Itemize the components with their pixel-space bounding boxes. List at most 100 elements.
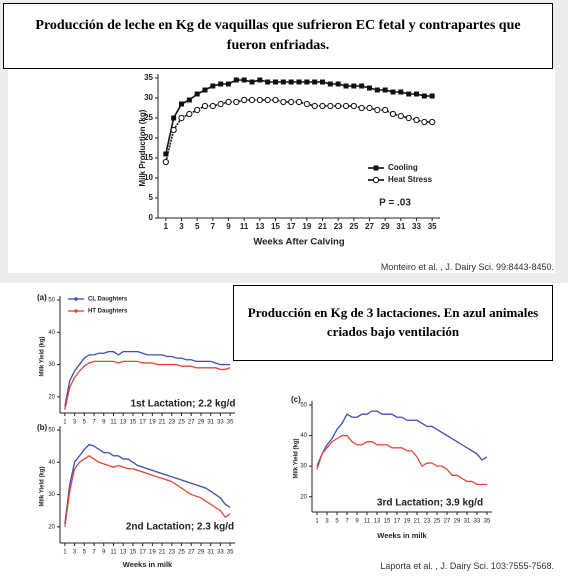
point: [350, 102, 357, 110]
point: [171, 115, 177, 121]
x-tick-label: 29: [198, 420, 205, 426]
x-tick-label: 31: [207, 550, 214, 556]
point: [359, 83, 365, 89]
x-tick-label: 35: [227, 550, 234, 556]
x-tick-label: 19: [404, 519, 411, 525]
point: [295, 98, 303, 106]
point: [273, 79, 278, 85]
point: [256, 96, 263, 104]
x-tick-label: 33: [217, 420, 224, 426]
x-tick-label: 19: [302, 222, 311, 231]
point: [264, 96, 271, 104]
y-axis-label: Milk Yield (kg): [40, 336, 46, 376]
annotation: 1st Lactation; 2.2 kg/d: [130, 399, 235, 410]
point: [374, 106, 381, 114]
x-tick-label: 13: [120, 420, 127, 426]
x-tick-label: 33: [217, 550, 224, 556]
series-line: [316, 410, 488, 467]
y-tick-label: 50: [300, 403, 307, 409]
point: [414, 91, 419, 97]
x-tick-label: 7: [345, 519, 349, 525]
x-tick-label: 13: [255, 222, 264, 231]
y-tick-label: 50: [48, 298, 55, 304]
x-tick-label: 15: [130, 550, 137, 556]
series-line: [64, 351, 231, 407]
x-tick-label: 1: [63, 550, 67, 556]
x-axis-label: Weeks After Calving: [253, 237, 345, 248]
point: [351, 83, 357, 89]
x-tick-label: 29: [381, 222, 390, 231]
title-box: Producción en Kg de 3 lactaciones. En az…: [233, 285, 553, 361]
point: [382, 106, 389, 114]
x-tick-label: 25: [178, 550, 185, 556]
x-tick-label: 3: [179, 222, 184, 231]
point: [303, 100, 310, 108]
x-tick-label: 35: [227, 420, 234, 426]
title-box: Producción de leche en Kg de vaquillas q…: [3, 3, 553, 69]
point: [406, 91, 412, 97]
x-tick-label: 29: [198, 550, 205, 556]
point: [320, 79, 325, 85]
x-tick-label: 31: [207, 420, 214, 426]
legend-marker: [373, 165, 379, 171]
point: [405, 114, 412, 122]
y-tick-label: 40: [48, 330, 55, 336]
x-tick-label: 5: [335, 519, 339, 525]
x-tick-label: 15: [271, 222, 280, 231]
point: [304, 79, 310, 85]
x-tick-label: 23: [168, 550, 175, 556]
series-line: [64, 360, 231, 410]
point: [178, 114, 185, 122]
point: [233, 98, 240, 106]
panel-label: (c): [291, 395, 301, 404]
legend-marker: [74, 297, 78, 301]
legend-label: Cooling: [388, 163, 418, 172]
point: [311, 102, 318, 110]
x-tick-label: 21: [159, 420, 166, 426]
y-tick-label: 25: [144, 113, 153, 122]
x-tick-label: 21: [414, 519, 421, 525]
point: [288, 79, 294, 85]
point: [170, 126, 177, 134]
x-tick-label: 11: [110, 550, 117, 556]
x-tick-label: 23: [424, 519, 431, 525]
series-line: [64, 443, 231, 524]
point: [390, 89, 396, 95]
x-tick-label: 27: [188, 420, 195, 426]
y-tick-label: 30: [48, 492, 55, 498]
panel-label: (b): [37, 423, 48, 432]
point: [421, 118, 428, 126]
y-axis-label: Milk Production (kg): [138, 109, 147, 186]
point: [162, 158, 169, 166]
series-line: [316, 434, 487, 486]
x-tick-label: 1: [315, 519, 319, 525]
legend-label: CL Daughters: [88, 297, 128, 303]
point: [225, 98, 232, 106]
x-tick-label: 17: [139, 420, 146, 426]
y-tick-label: 20: [48, 524, 55, 530]
y-tick-label: 40: [300, 433, 307, 439]
point: [163, 151, 169, 157]
point: [413, 116, 420, 124]
legend-marker: [372, 176, 380, 184]
point: [201, 102, 209, 110]
x-tick-label: 3: [73, 550, 77, 556]
y-tick-label: 20: [300, 494, 307, 500]
y-tick-label: 10: [144, 173, 153, 182]
point: [319, 102, 326, 110]
x-tick-label: 9: [355, 519, 359, 525]
y-tick-label: 0: [149, 213, 154, 222]
x-tick-label: 19: [149, 550, 156, 556]
point: [280, 79, 286, 85]
point: [218, 81, 224, 87]
point: [280, 98, 287, 106]
point: [233, 77, 239, 83]
x-tick-label: 9: [102, 550, 106, 556]
point: [194, 106, 201, 114]
x-tick-label: 15: [384, 519, 391, 525]
point: [249, 79, 255, 85]
point: [312, 79, 318, 85]
x-tick-label: 27: [365, 222, 374, 231]
x-tick-label: 21: [318, 222, 327, 231]
x-tick-label: 17: [287, 222, 296, 231]
